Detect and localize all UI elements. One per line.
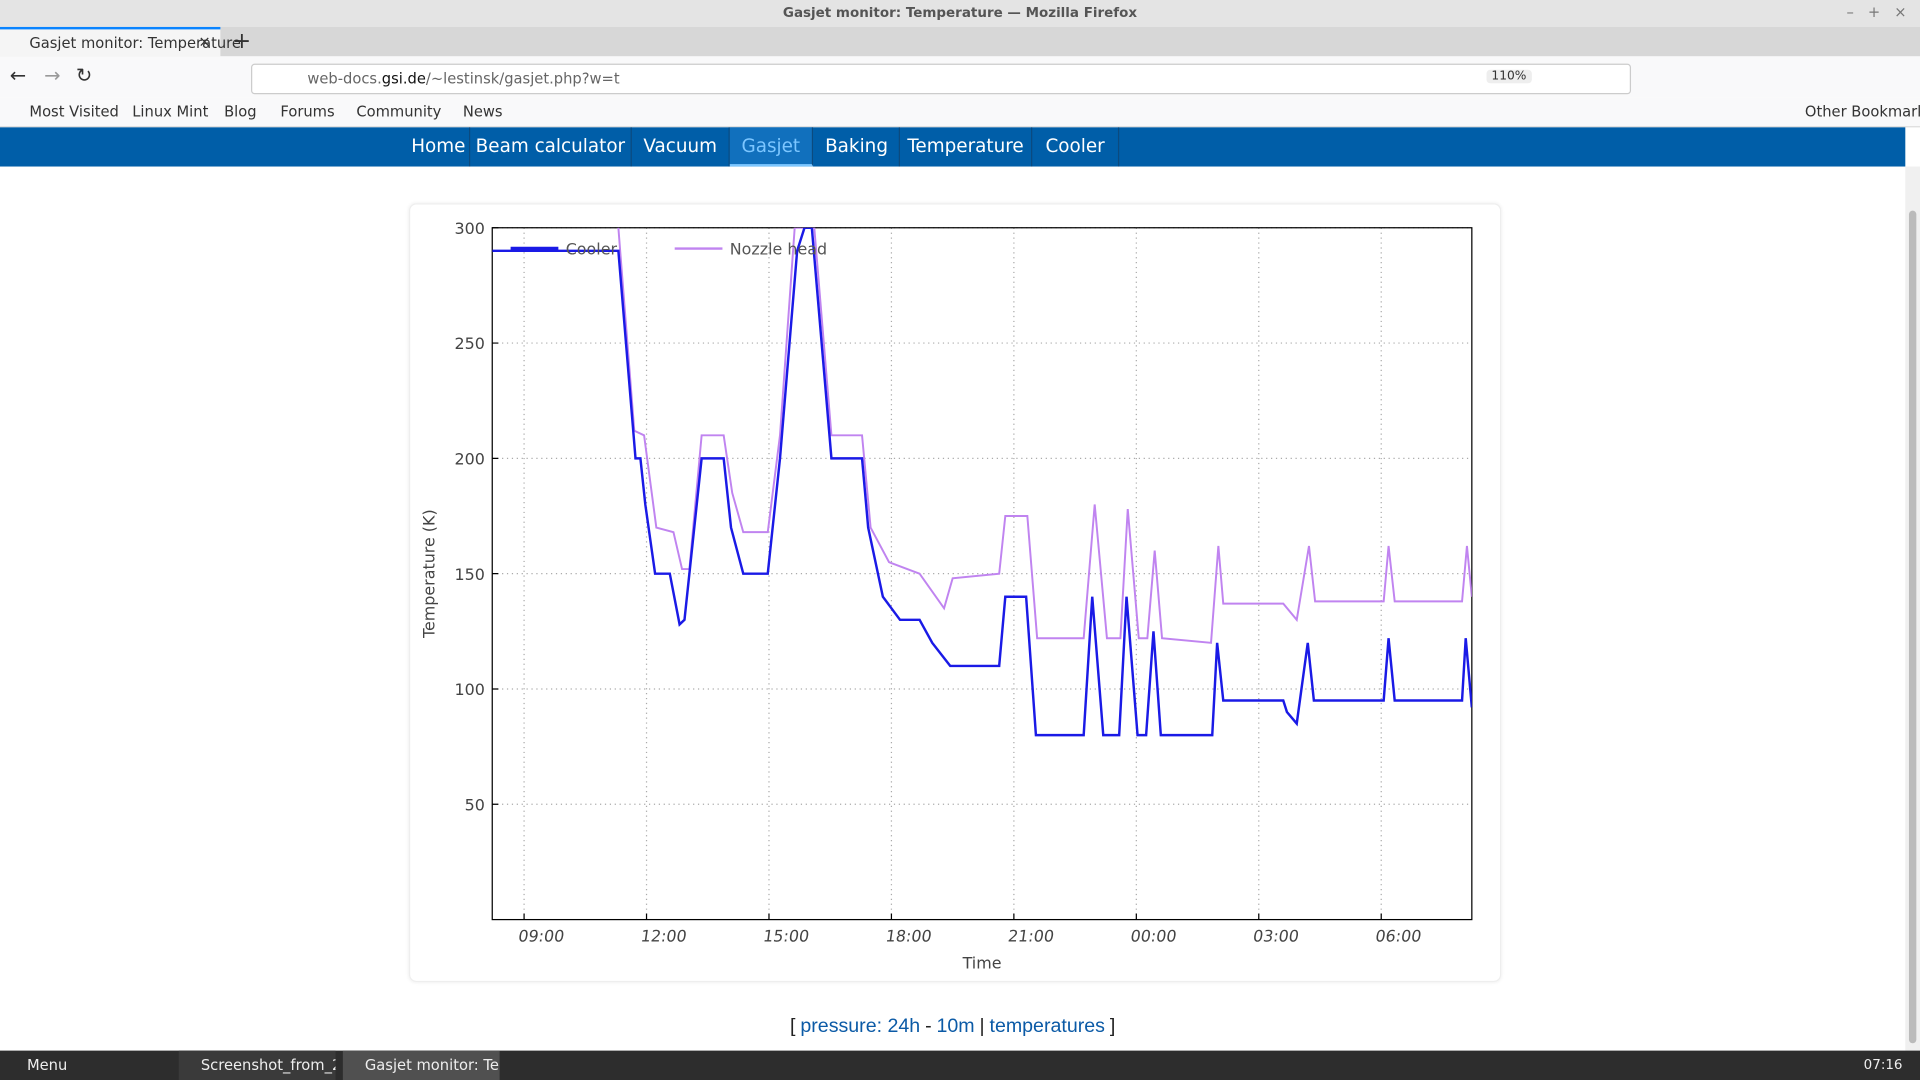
- tab-title: Gasjet monitor: Temperature: [29, 34, 241, 52]
- x-tick-label: 15:00: [762, 927, 811, 946]
- url: web-docs.gsi.de/~lestinsk/gasjet.php?w=t: [307, 70, 619, 87]
- url-bar[interactable]: web-docs.gsi.de/~lestinsk/gasjet.php?w=t…: [251, 63, 1632, 95]
- x-tick-label: 06:00: [1374, 927, 1423, 946]
- zoom-level[interactable]: 110%: [1486, 69, 1532, 84]
- footer-text: -: [925, 1016, 932, 1038]
- x-tick-label: 03:00: [1252, 927, 1301, 946]
- footer-link[interactable]: 10m: [936, 1016, 975, 1038]
- title-bar: Gasjet monitor: Temperature — Mozilla Fi…: [0, 0, 1920, 27]
- bookmark[interactable]: Most Visited: [29, 102, 119, 121]
- bookmark[interactable]: Forums: [280, 102, 335, 121]
- y-tick-label: 50: [465, 795, 485, 814]
- tab-close[interactable]: ×: [198, 33, 211, 51]
- forward-button[interactable]: →: [44, 63, 61, 87]
- toolbar: ← → ↻ web-docs.gsi.de/~lestinsk/gasjet.p…: [0, 56, 1920, 98]
- window-title: Gasjet monitor: Temperature — Mozilla Fi…: [782, 4, 1138, 21]
- menu-button[interactable]: Menu: [26, 1056, 68, 1074]
- plot-frame: [491, 227, 1473, 921]
- url-domain: gsi.de: [381, 69, 426, 87]
- taskbar-window[interactable]: Gasjet monitor: Tem...: [342, 1050, 500, 1080]
- data-line: [492, 227, 1472, 737]
- footer-link[interactable]: pressure: 24h: [800, 1016, 921, 1038]
- y-tick-label: 300: [455, 219, 485, 238]
- bookmark[interactable]: Other Bookmarks: [1804, 102, 1920, 121]
- nav-item[interactable]: Beam calculator: [470, 127, 632, 167]
- chart: 50 100 150 200 250 300 09:00 12:00 15:00 18:00 21:…: [420, 219, 1473, 973]
- legend-label: Cooler: [566, 240, 618, 259]
- nav-item[interactable]: Temperature: [900, 127, 1033, 167]
- url-prefix: web-docs.: [307, 69, 382, 87]
- y-tick-label: 200: [455, 449, 485, 468]
- nav-item[interactable]: Cooler: [1032, 127, 1120, 167]
- x-tick-label: 12:00: [640, 927, 689, 946]
- y-tick-label: 250: [455, 334, 485, 353]
- nav-item[interactable]: Vacuum: [632, 127, 730, 167]
- tab[interactable]: Gasjet monitor: Temperature ×: [0, 26, 241, 57]
- tab-bar: Gasjet monitor: Temperature × +: [0, 26, 1920, 57]
- new-tab[interactable]: +: [232, 28, 252, 54]
- bookmark[interactable]: Community: [356, 102, 442, 121]
- footer-text: |: [979, 1016, 985, 1038]
- y-tick-label: 100: [455, 680, 485, 699]
- back-button[interactable]: ←: [9, 63, 27, 87]
- window-controls[interactable]: – + ×: [1846, 3, 1907, 21]
- y-axis-label: Temperature (K): [420, 509, 439, 639]
- bookmark[interactable]: News: [462, 102, 503, 121]
- x-tick-label: 09:00: [517, 927, 566, 946]
- footer-link[interactable]: temperatures: [989, 1016, 1105, 1038]
- bookmark[interactable]: Blog: [224, 102, 257, 121]
- scrollbar[interactable]: [1905, 166, 1920, 1051]
- chart-card: 50 100 150 200 250 300 09:00 12:00 15:00 18:00 21:…: [408, 203, 1502, 983]
- x-tick-label: 21:00: [1007, 927, 1056, 946]
- taskbar: Menu Screenshot_from_20... Gasjet monito…: [0, 1050, 1920, 1080]
- site-nav: Home Beam calculator Vacuum Gasjet Baking Tem…: [0, 127, 1906, 167]
- taskbar-window[interactable]: Screenshot_from_20...: [178, 1050, 336, 1080]
- clock: 07:16: [1863, 1056, 1903, 1073]
- x-tick-label: 00:00: [1129, 927, 1178, 946]
- reload-button[interactable]: ↻: [75, 63, 93, 87]
- footer-links: [pressure: 24h -10m | temperatures]: [0, 1014, 1905, 1038]
- x-tick-label: 18:00: [884, 927, 933, 946]
- nav-item[interactable]: Baking: [814, 127, 901, 167]
- footer-text: ]: [1109, 1016, 1116, 1038]
- footer-text: [: [790, 1016, 796, 1038]
- bookmark[interactable]: Linux Mint: [132, 102, 209, 121]
- x-axis-label: Time: [962, 954, 1002, 973]
- legend-label: Nozzle head: [730, 240, 827, 259]
- bookmarks-bar: Other Bookmarks Most Visited Linux Mint Bl…: [0, 97, 1920, 128]
- data-line: [617, 227, 1472, 644]
- url-path: /~lestinsk/gasjet.php?w=t: [425, 69, 620, 87]
- nav-item[interactable]: Home: [408, 127, 471, 167]
- nav-item[interactable]: Gasjet: [729, 127, 814, 167]
- y-tick-label: 150: [455, 565, 485, 584]
